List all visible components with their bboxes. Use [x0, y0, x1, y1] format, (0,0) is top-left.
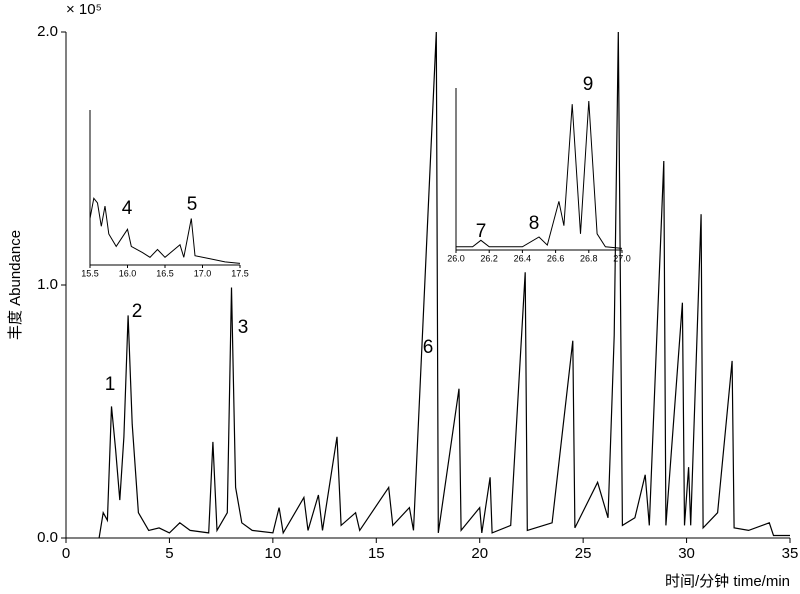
x-tick-label: 26.4 [514, 253, 532, 263]
y-multiplier: × 10⁵ [66, 1, 102, 18]
x-tick-label: 35 [782, 545, 799, 562]
x-tick-label: 17.0 [194, 268, 212, 278]
peak-label: 7 [476, 221, 487, 242]
x-tick-label: 26.2 [480, 253, 498, 263]
x-tick-label: 0 [62, 545, 70, 562]
x-tick-label: 20 [471, 545, 488, 562]
x-tick-label: 27.0 [613, 253, 631, 263]
x-tick-label: 16.0 [119, 268, 137, 278]
x-tick-label: 25 [575, 545, 592, 562]
x-tick-label: 10 [265, 545, 282, 562]
peak-label: 4 [122, 198, 133, 219]
x-tick-label: 15 [368, 545, 385, 562]
x-axis-label: 时间/分钟 time/min [665, 573, 790, 590]
y-tick-label: 0.0 [37, 529, 58, 546]
peak-label: 9 [583, 74, 594, 95]
y-tick-label: 2.0 [37, 23, 58, 40]
peak-label: 1 [105, 374, 116, 395]
x-tick-label: 26.0 [447, 253, 465, 263]
x-tick-label: 26.6 [547, 253, 565, 263]
x-tick-label: 5 [165, 545, 173, 562]
peak-label: 3 [238, 317, 249, 338]
peak-label: 5 [187, 194, 198, 215]
x-tick-label: 17.5 [231, 268, 249, 278]
chromatogram-line [456, 100, 623, 249]
x-tick-label: 16.5 [156, 268, 174, 278]
chromatogram-line [89, 197, 241, 264]
chromatogram-line [98, 31, 790, 539]
peak-label: 6 [423, 337, 434, 358]
peak-label: 8 [529, 213, 540, 234]
x-tick-label: 15.5 [81, 268, 99, 278]
x-tick-label: 30 [678, 545, 695, 562]
x-tick-label: 26.8 [580, 253, 598, 263]
y-tick-label: 1.0 [37, 276, 58, 293]
y-axis-label: 丰度 Abundance [7, 230, 24, 340]
peak-label: 2 [132, 301, 143, 322]
